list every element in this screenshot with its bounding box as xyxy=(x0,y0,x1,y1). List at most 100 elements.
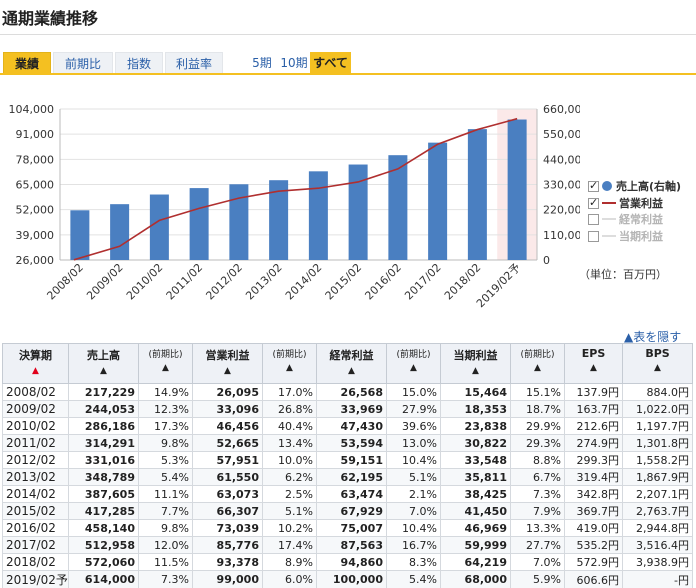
table-cell-period: 2012/02 xyxy=(2,451,69,469)
legend-operating-checkbox[interactable] xyxy=(588,196,599,209)
table-cell: 614,000 xyxy=(68,570,139,588)
table-cell-period: 2013/02 xyxy=(2,468,69,486)
table-cell: 417,285 xyxy=(68,502,139,520)
table-row: 2018/02 572,060 11.5% 93,378 8.9% 94,860 8.3% 6… xyxy=(2,553,693,571)
header-eps[interactable]: EPS ▲ xyxy=(564,343,623,384)
table-cell: 1,558.2円 xyxy=(622,451,693,469)
table-cell: 387,605 xyxy=(68,485,139,503)
table-cell: 572.9円 xyxy=(564,553,623,571)
table-cell: 26,095 xyxy=(192,383,263,401)
table-cell: 5.3% xyxy=(138,451,193,469)
table-cell-period: 2017/02 xyxy=(2,536,69,554)
y-right-tick-label: 330,000 xyxy=(543,179,580,192)
bar-sales xyxy=(467,129,487,260)
table-cell: 11.5% xyxy=(138,553,193,571)
bar-sales xyxy=(149,194,169,260)
table-cell: 17.4% xyxy=(262,536,317,554)
tab-index[interactable]: 指数 xyxy=(115,52,163,74)
table-row: 2019/02予 614,000 7.3% 99,000 6.0% 100,000 5.4%… xyxy=(2,570,693,588)
header-ordinary[interactable]: 経常利益 ▲ xyxy=(316,343,387,384)
hide-table-link[interactable]: ▲表を隠す xyxy=(624,330,682,344)
period-10[interactable]: 10期 xyxy=(280,56,308,70)
table-cell: 94,860 xyxy=(316,553,387,571)
bar-sales xyxy=(507,119,527,260)
table-cell: 9.8% xyxy=(138,434,193,452)
legend-operating-label: 営業利益 xyxy=(619,197,663,210)
legend-net-checkbox[interactable] xyxy=(588,230,599,242)
table-cell: 35,811 xyxy=(440,468,511,486)
table-cell: 1,197.7円 xyxy=(622,417,693,435)
table-cell: 137.9円 xyxy=(564,383,623,401)
table-cell: 5.1% xyxy=(262,502,317,520)
y-left-tick-label: 26,000 xyxy=(16,254,55,267)
table-cell: 66,307 xyxy=(192,502,263,520)
tab-performance[interactable]: 業績 xyxy=(3,52,51,74)
table-cell: 217,229 xyxy=(68,383,139,401)
table-cell: 342.8円 xyxy=(564,485,623,503)
table-cell: 5.4% xyxy=(386,570,441,588)
header-ordinary-yoy[interactable]: (前期比) ▲ xyxy=(386,343,441,384)
legend-ordinary-checkbox[interactable] xyxy=(588,213,599,225)
table-cell: 15.1% xyxy=(510,383,565,401)
legend-sales-checkbox[interactable] xyxy=(588,179,599,192)
table-cell: 61,550 xyxy=(192,468,263,486)
x-tick-label: 2012/02 xyxy=(203,261,245,303)
header-sales[interactable]: 売上高 ▲ xyxy=(68,343,139,384)
table-cell: 85,776 xyxy=(192,536,263,554)
legend-operating[interactable]: 営業利益 xyxy=(588,196,663,210)
table-cell: 314,291 xyxy=(68,434,139,452)
header-bps[interactable]: BPS ▲ xyxy=(622,343,693,384)
table-cell: 10.4% xyxy=(386,519,441,537)
legend-sales[interactable]: 売上高(右軸) xyxy=(588,179,681,193)
table-row: 2011/02 314,291 9.8% 52,665 13.4% 53,594 13.0%… xyxy=(2,434,693,452)
table-cell: 63,073 xyxy=(192,485,263,503)
table-cell: 458,140 xyxy=(68,519,139,537)
period-5[interactable]: 5期 xyxy=(252,56,272,70)
table-cell: 419.0円 xyxy=(564,519,623,537)
x-tick-label: 2018/02 xyxy=(442,261,484,303)
period-all[interactable]: すべて xyxy=(310,52,351,74)
y-right-tick-label: 550,000 xyxy=(543,128,580,141)
y-left-tick-label: 91,000 xyxy=(16,128,55,141)
table-row: 2013/02 348,789 5.4% 61,550 6.2% 62,195 5.1% 35… xyxy=(2,468,693,486)
table-cell-period: 2015/02 xyxy=(2,502,69,520)
bar-sales xyxy=(70,210,90,260)
y-right-tick-label: 440,000 xyxy=(543,153,580,166)
table-row: 2012/02 331,016 5.3% 57,951 10.0% 59,151 10.4%… xyxy=(2,451,693,469)
tab-margin[interactable]: 利益率 xyxy=(165,52,223,74)
table-cell: 62,195 xyxy=(316,468,387,486)
bar-sales xyxy=(388,155,408,260)
bar-sales xyxy=(110,204,130,260)
bar-sales xyxy=(308,171,328,260)
table-cell: 11.1% xyxy=(138,485,193,503)
table-cell: 18.7% xyxy=(510,400,565,418)
header-operating-yoy[interactable]: (前期比) ▲ xyxy=(262,343,317,384)
table-cell: 29.3% xyxy=(510,434,565,452)
legend-ordinary[interactable]: 経常利益 xyxy=(588,212,663,226)
y-left-tick-label: 39,000 xyxy=(16,229,55,242)
header-sales-yoy[interactable]: (前期比) ▲ xyxy=(138,343,193,384)
tab-yoy[interactable]: 前期比 xyxy=(53,52,113,74)
table-cell: 2.1% xyxy=(386,485,441,503)
header-net-yoy[interactable]: (前期比) ▲ xyxy=(510,343,565,384)
header-operating[interactable]: 営業利益 ▲ xyxy=(192,343,263,384)
legend-net-label: 当期利益 xyxy=(619,230,663,243)
tab-underline xyxy=(0,73,696,75)
table-cell: 2.5% xyxy=(262,485,317,503)
table-cell: 244,053 xyxy=(68,400,139,418)
header-net[interactable]: 当期利益 ▲ xyxy=(440,343,511,384)
x-tick-label: 2014/02 xyxy=(283,261,325,303)
table-cell-period: 2014/02 xyxy=(2,485,69,503)
x-tick-label: 2015/02 xyxy=(323,261,365,303)
table-cell: 63,474 xyxy=(316,485,387,503)
legend-net[interactable]: 当期利益 xyxy=(588,229,663,243)
table-cell: 12.3% xyxy=(138,400,193,418)
bar-sales xyxy=(269,180,289,260)
header-period[interactable]: 決算期 ▲ xyxy=(2,343,69,384)
table-cell: 59,151 xyxy=(316,451,387,469)
table-cell: 7.0% xyxy=(386,502,441,520)
table-cell: 884.0円 xyxy=(622,383,693,401)
title-divider xyxy=(0,34,696,35)
x-tick-label: 2008/02 xyxy=(44,261,86,303)
table-cell: 41,450 xyxy=(440,502,511,520)
